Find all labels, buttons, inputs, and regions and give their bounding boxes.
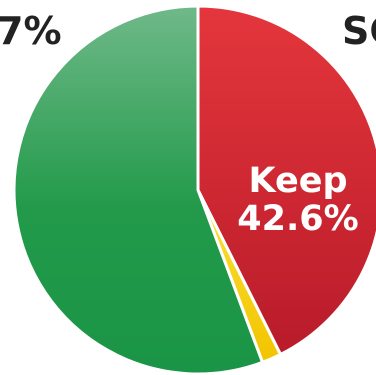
cropped-percent-label: 7%: [0, 9, 62, 53]
pie-slice-keep: [196, 4, 376, 356]
pie-slice-green: [12, 4, 264, 375]
cropped-title-label: SC: [342, 9, 376, 53]
slice-value-keep: 42.6%: [237, 199, 358, 239]
slice-label-keep: Keep: [248, 161, 347, 201]
